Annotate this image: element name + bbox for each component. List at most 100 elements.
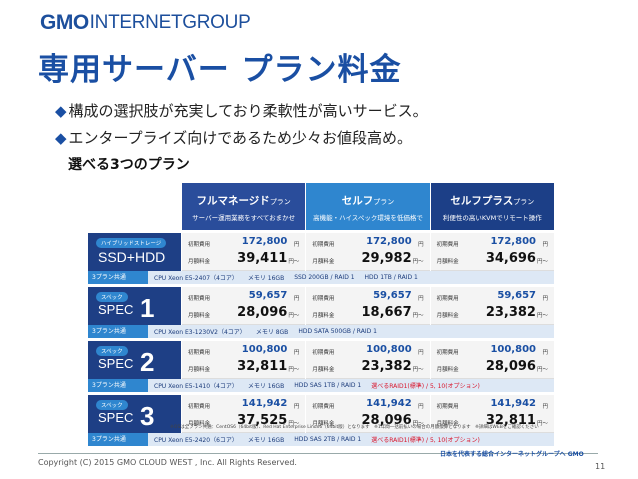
monthly-fee-label: 月額料金 <box>312 259 335 265</box>
monthly-fee-value: 29,982 <box>361 251 412 266</box>
spec-detail: メモリ 16GB <box>247 437 285 444</box>
logo-gmo-text: GMO <box>40 11 89 34</box>
monthly-fee-value: 32,811 <box>485 413 536 428</box>
spec-detail: HDD SAS 1TB / RAID 1 <box>294 382 362 389</box>
price-cell: 初期費用 59,657 円月額料金 18,667 円〜 <box>306 287 430 325</box>
plan-header-self-plus: セルフプラスプラン 利便性の高いKVMでリモート操作 <box>430 183 554 230</box>
spec-common-row: 3プラン共通 CPU Xeon E5-1410（4コア） メモリ 16GB HDD S… <box>88 379 554 392</box>
yen-unit: 円 <box>542 296 548 302</box>
yen-unit: 円 <box>542 404 548 410</box>
bullet-text: エンタープライズ向けであるため少々お値段高め。 <box>68 129 413 147</box>
yen-from-unit: 円〜 <box>288 367 300 373</box>
initial-fee-label: 初期費用 <box>312 404 335 410</box>
plan-price-table: フルマネージドプラン サーバー運用業務をすべておまかせ セルフプラン 高機能・ハ… <box>88 183 554 446</box>
spec-tag: スペック <box>96 292 128 302</box>
spec-number: 3 <box>140 401 155 431</box>
spec-common-row: 3プラン共通 CPU Xeon E3-1230V2（4コア） メモリ 8GB HDD … <box>88 325 554 338</box>
price-cell: 初期費用 59,657 円月額料金 23,382 円〜 <box>430 287 554 325</box>
monthly-fee-value: 23,382 <box>485 305 536 320</box>
price-cell: 初期費用 141,942 円月額料金 37,525 円〜 <box>182 395 306 433</box>
plan-name: セルフプラス <box>450 195 514 207</box>
monthly-fee-label: 月額料金 <box>436 259 459 265</box>
monthly-fee-value: 39,411 <box>237 251 288 266</box>
plan-suffix: プラン <box>373 198 395 206</box>
spec-detail: CPU Xeon E5-2407（4コア） <box>154 275 238 282</box>
spec-row: スペック SPEC 3 初期費用 141,942 円月額料金 37,525 円〜 初期費用 141… <box>88 395 554 446</box>
yen-unit: 円 <box>293 296 300 302</box>
spec-body: スペック SPEC 2 初期費用 100,800 円月額料金 32,811 円〜 初期費用 100… <box>88 341 554 379</box>
yen-from-unit: 円〜 <box>536 259 548 265</box>
price-cell: 初期費用 141,942 円月額料金 32,811 円〜 <box>430 395 554 433</box>
bullet-item: ◆ 構成の選択肢が充実しており柔軟性が高いサービス。 <box>55 100 428 121</box>
common-label: 3プラン共通 <box>88 271 148 284</box>
price-cell: 初期費用 172,800 円月額料金 34,696 円〜 <box>430 233 554 271</box>
spec-detail: CPU Xeon E5-2420（6コア） <box>154 437 238 444</box>
monthly-fee-label: 月額料金 <box>312 367 335 373</box>
spec-detail: CPU Xeon E3-1230V2（4コア） <box>154 329 246 336</box>
company-logo: GMO INTERNETGROUP <box>40 11 251 34</box>
yen-from-unit: 円〜 <box>536 313 548 319</box>
page-number: 11 <box>595 462 606 471</box>
spec-detail: メモリ 8GB <box>255 329 289 336</box>
spec-row: ハイブリッドストレージ SSD+HDD 初期費用 172,800 円月額料金 39,411… <box>88 233 554 284</box>
monthly-fee-value: 34,696 <box>485 251 536 266</box>
monthly-fee-label: 月額料金 <box>312 313 335 319</box>
plan-suffix: プラン <box>269 198 291 206</box>
spec-detail: CPU Xeon E5-1410（4コア） <box>154 383 238 390</box>
common-label: 3プラン共通 <box>88 325 148 338</box>
spec-number: 1 <box>140 293 155 323</box>
spec-body: スペック SPEC 3 初期費用 141,942 円月額料金 37,525 円〜 初期費用 141… <box>88 395 554 433</box>
yen-unit: 円 <box>418 404 424 410</box>
spec-label: ハイブリッドストレージ SSD+HDD <box>88 233 181 271</box>
footnote: ※OSは全プラン共通：CentOS6（64bit版）、Red Hat Enter… <box>170 425 539 430</box>
plan-header-full-managed: フルマネージドプラン サーバー運用業務をすべておまかせ <box>182 183 306 230</box>
yen-unit: 円 <box>293 404 300 410</box>
yen-unit: 円 <box>293 350 300 356</box>
spec-detail: 選べるRAID1(標準) / 5, 10(オプション) <box>371 383 480 390</box>
spec-detail: HDD SATA 500GB / RAID 1 <box>298 328 377 335</box>
monthly-fee-label: 月額料金 <box>436 313 459 319</box>
spec-name: SSD+HDD <box>98 249 166 265</box>
monthly-fee-label: 月額料金 <box>188 421 211 427</box>
initial-fee-label: 初期費用 <box>312 242 335 248</box>
monthly-fee-value: 28,096 <box>361 413 412 428</box>
initial-fee-value: 141,942 <box>366 398 412 409</box>
price-cell: 初期費用 172,800 円月額料金 29,982 円〜 <box>306 233 430 271</box>
plan-suffix: プラン <box>513 198 535 206</box>
initial-fee-label: 初期費用 <box>312 350 335 356</box>
initial-fee-label: 初期費用 <box>188 404 211 410</box>
diamond-bullet-icon: ◆ <box>55 129 67 147</box>
yen-unit: 円 <box>542 242 548 248</box>
spec-name: SPEC <box>98 356 134 371</box>
yen-from-unit: 円〜 <box>288 313 300 319</box>
initial-fee-label: 初期費用 <box>188 242 211 248</box>
initial-fee-label: 初期費用 <box>436 296 459 302</box>
initial-fee-value: 141,942 <box>241 398 288 409</box>
yen-unit: 円 <box>418 350 424 356</box>
plan-subtitle: 選べる3つのプラン <box>68 157 190 173</box>
price-cell: 初期費用 59,657 円月額料金 28,096 円〜 <box>182 287 306 325</box>
monthly-fee-value: 32,811 <box>237 359 288 374</box>
spec-detail: SSD 200GB / RAID 1 <box>294 274 355 281</box>
plan-header-self: セルフプラン 高機能・ハイスペック環境を低価格で <box>306 183 430 230</box>
initial-fee-label: 初期費用 <box>312 296 335 302</box>
logo-internet-group-text: INTERNETGROUP <box>89 12 251 33</box>
footer-divider <box>38 453 598 454</box>
initial-fee-value: 100,800 <box>490 344 536 355</box>
monthly-fee-value: 28,096 <box>485 359 536 374</box>
initial-fee-label: 初期費用 <box>436 350 459 356</box>
monthly-fee-value: 18,667 <box>361 305 412 320</box>
price-cell: 初期費用 100,800 円月額料金 32,811 円〜 <box>182 341 306 379</box>
spec-label: スペック SPEC 1 <box>88 287 181 325</box>
plan-name: セルフ <box>341 195 374 207</box>
initial-fee-value: 59,657 <box>497 290 536 301</box>
spec-detail: メモリ 16GB <box>247 383 285 390</box>
plan-header-row: フルマネージドプラン サーバー運用業務をすべておまかせ セルフプラン 高機能・ハ… <box>88 183 554 230</box>
plan-desc: 高機能・ハイスペック環境を低価格で <box>313 214 423 222</box>
spec-common-row: 3プラン共通 CPU Xeon E5-2420（6コア） メモリ 16GB HDD S… <box>88 433 554 446</box>
yen-from-unit: 円〜 <box>412 313 424 319</box>
yen-unit: 円 <box>418 242 424 248</box>
yen-unit: 円 <box>293 242 300 248</box>
monthly-fee-label: 月額料金 <box>436 367 459 373</box>
monthly-fee-label: 月額料金 <box>312 421 335 427</box>
